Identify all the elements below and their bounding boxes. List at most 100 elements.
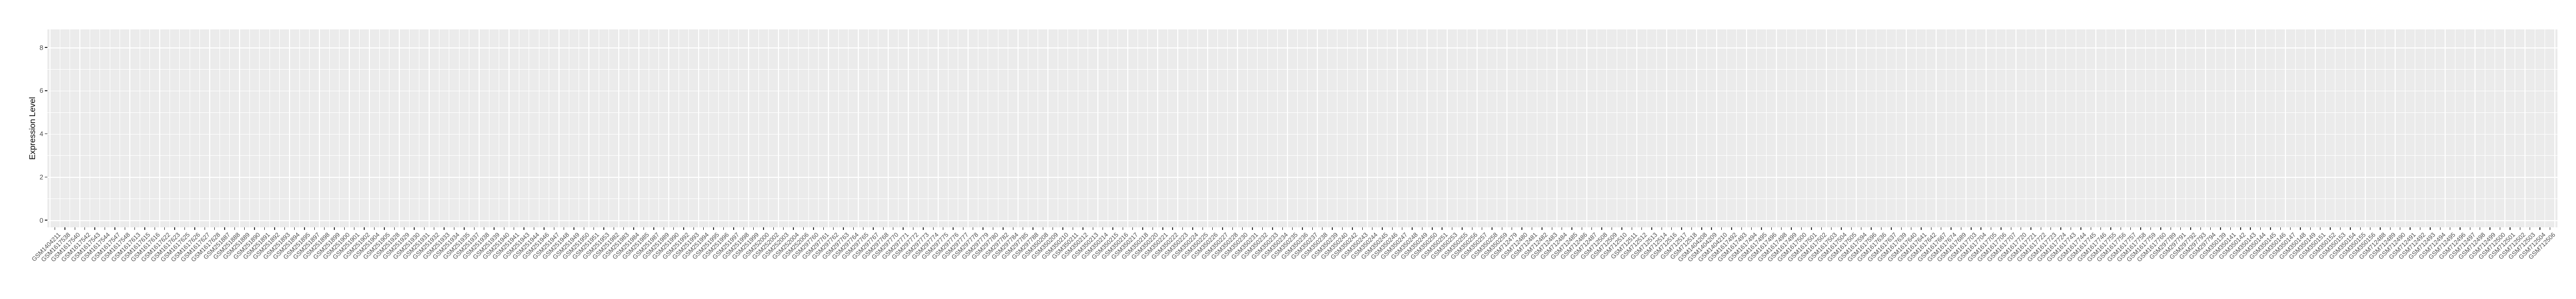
x-tick-mark <box>1262 227 1263 230</box>
x-tick-mark <box>2030 227 2031 230</box>
gridline-vertical <box>1177 29 1178 227</box>
x-tick-mark <box>1641 227 1642 230</box>
gridline-vertical <box>1886 29 1887 227</box>
gridline-vertical <box>2195 29 2196 227</box>
gridline-vertical <box>2095 29 2096 227</box>
gridline-vertical <box>718 29 719 227</box>
x-tick-mark <box>1242 227 1243 230</box>
x-tick-mark <box>1082 227 1083 230</box>
gridline-vertical <box>1836 29 1837 227</box>
gridline-vertical <box>2425 29 2426 227</box>
gridline-vertical <box>868 29 869 227</box>
gridline-vertical <box>1167 29 1168 227</box>
gridline-vertical <box>1227 29 1228 227</box>
x-tick-mark <box>982 227 984 230</box>
x-tick-mark <box>1292 227 1293 230</box>
gridline-major-y8 <box>47 47 2557 48</box>
x-tick-mark <box>423 227 425 230</box>
gridline-vertical <box>209 29 210 227</box>
x-tick-mark <box>2539 227 2540 230</box>
gridline-vertical <box>2145 29 2146 227</box>
x-tick-mark <box>394 227 395 230</box>
gridline-vertical <box>738 29 739 227</box>
gridline-major-y4 <box>47 134 2557 135</box>
x-tick-mark <box>883 227 884 230</box>
x-tick-mark <box>633 227 634 230</box>
gridline-vertical <box>748 29 749 227</box>
gridline-vertical <box>1277 29 1278 227</box>
gridline-vertical <box>1197 29 1198 227</box>
x-tick-mark <box>2190 227 2191 230</box>
x-tick-mark <box>254 227 255 230</box>
gridline-vertical <box>918 29 919 227</box>
gridline-vertical <box>558 29 560 227</box>
x-tick-mark <box>2080 227 2081 230</box>
gridline-vertical <box>1736 29 1737 227</box>
gridline-vertical <box>768 29 769 227</box>
x-tick-mark <box>1621 227 1622 230</box>
x-tick-mark <box>284 227 285 230</box>
gridline-vertical <box>1686 29 1687 227</box>
gridline-vertical <box>808 29 809 227</box>
x-tick-mark <box>933 227 934 230</box>
gridline-vertical <box>289 29 290 227</box>
x-tick-mark <box>314 227 315 230</box>
x-tick-mark <box>1132 227 1133 230</box>
gridline-vertical <box>668 29 669 227</box>
gridline-vertical <box>2065 29 2066 227</box>
x-tick-mark <box>763 227 764 230</box>
gridline-vertical <box>1067 29 1069 227</box>
x-tick-mark <box>653 227 654 230</box>
x-tick-mark <box>1541 227 1543 230</box>
gridline-vertical <box>2305 29 2306 227</box>
x-tick-mark <box>64 227 65 230</box>
x-tick-mark <box>783 227 784 230</box>
gridline-vertical <box>698 29 699 227</box>
gridline-vertical <box>1586 29 1587 227</box>
gridline-vertical <box>49 29 50 227</box>
x-tick-mark <box>2240 227 2241 230</box>
gridline-vertical <box>1237 29 1238 227</box>
x-tick-mark <box>1362 227 1363 230</box>
gridline-vertical <box>1806 29 1807 227</box>
x-tick-mark <box>234 227 235 230</box>
gridline-major-y2 <box>47 177 2557 178</box>
x-tick-mark <box>1232 227 1233 230</box>
gridline-vertical <box>2265 29 2266 227</box>
gridline-vertical <box>1127 29 1128 227</box>
y-tick-label: 8 <box>39 43 43 52</box>
x-tick-mark <box>84 227 86 230</box>
gridline-vertical <box>249 29 250 227</box>
gridline-vertical <box>179 29 180 227</box>
x-tick-mark <box>1112 227 1113 230</box>
x-tick-mark <box>1721 227 1722 230</box>
x-tick-mark <box>1282 227 1283 230</box>
x-tick-mark <box>643 227 645 230</box>
gridline-vertical <box>1766 29 1767 227</box>
gridline-vertical <box>199 29 200 227</box>
x-tick-mark <box>244 227 245 230</box>
gridline-vertical <box>409 29 410 227</box>
gridline-vertical <box>1965 29 1967 227</box>
gridline-vertical <box>1456 29 1458 227</box>
gridline-vertical <box>1696 29 1697 227</box>
x-tick-mark <box>294 227 295 230</box>
gridline-vertical <box>1606 29 1607 227</box>
x-tick-mark <box>1851 227 1852 230</box>
gridline-vertical <box>1726 29 1727 227</box>
gridline-vertical <box>818 29 819 227</box>
gridline-vertical <box>259 29 260 227</box>
x-tick-mark <box>1392 227 1393 230</box>
x-tick-mark <box>2389 227 2391 230</box>
gridline-vertical <box>239 29 240 227</box>
x-tick-mark <box>743 227 744 230</box>
x-tick-mark <box>2110 227 2111 230</box>
gridline-vertical <box>1347 29 1348 227</box>
x-tick-mark <box>723 227 724 230</box>
gridline-vertical <box>1217 29 1218 227</box>
gridline-vertical <box>1756 29 1757 227</box>
x-tick-mark <box>603 227 604 230</box>
x-tick-mark <box>324 227 325 230</box>
y-tick-mark <box>45 176 47 178</box>
